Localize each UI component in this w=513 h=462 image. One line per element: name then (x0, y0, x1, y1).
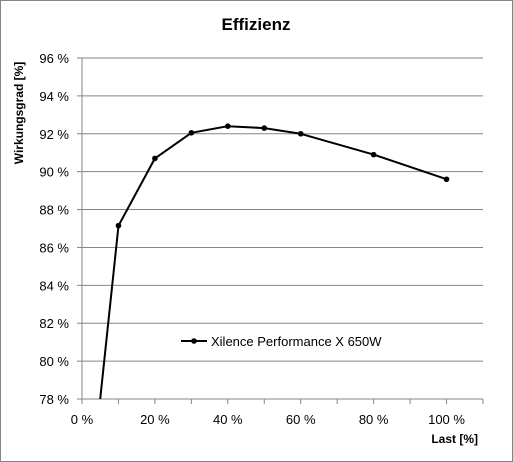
x-tick-label: 40 % (213, 412, 243, 427)
x-tick-label: 0 % (71, 412, 94, 427)
legend-label: Xilence Performance X 650W (211, 334, 382, 349)
y-tick-label: 92 % (39, 127, 69, 142)
legend-marker (191, 338, 197, 344)
y-tick-label: 86 % (39, 240, 69, 255)
data-point (370, 151, 377, 158)
gridlines (82, 57, 483, 362)
tick-labels: 78 % 80 % 82 % 84 % 86 % 88 % 90 % 92 % 94 % 96 %… (39, 51, 465, 427)
x-tick-label: 20 % (140, 412, 170, 427)
x-tick-label: 60 % (286, 412, 316, 427)
x-tick-label: 80 % (359, 412, 389, 427)
y-tick-label: 88 % (39, 203, 69, 218)
y-tick-label: 96 % (39, 51, 69, 66)
axes (77, 57, 484, 404)
y-tick-label: 80 % (39, 354, 69, 369)
x-axis-label: Last [%] (431, 432, 478, 446)
data-point (443, 176, 450, 183)
legend: Xilence Performance X 650W (181, 334, 382, 349)
y-tick-label: 82 % (39, 316, 69, 331)
data-point (261, 125, 268, 131)
series-group (99, 123, 450, 400)
data-point (152, 155, 158, 162)
data-point (225, 123, 231, 129)
data-point (115, 222, 122, 229)
y-tick-label: 90 % (39, 165, 69, 180)
x-tick-label: 100 % (428, 412, 465, 427)
y-tick-label: 78 % (39, 392, 69, 407)
y-tick-label: 84 % (39, 278, 69, 293)
y-tick-label: 94 % (39, 89, 69, 104)
data-point (297, 130, 304, 137)
data-point (188, 130, 195, 136)
y-axis-label: Wirkungsgrad [%] (12, 62, 26, 165)
series-line (99, 125, 447, 400)
chart-title: Effizienz (222, 15, 291, 34)
